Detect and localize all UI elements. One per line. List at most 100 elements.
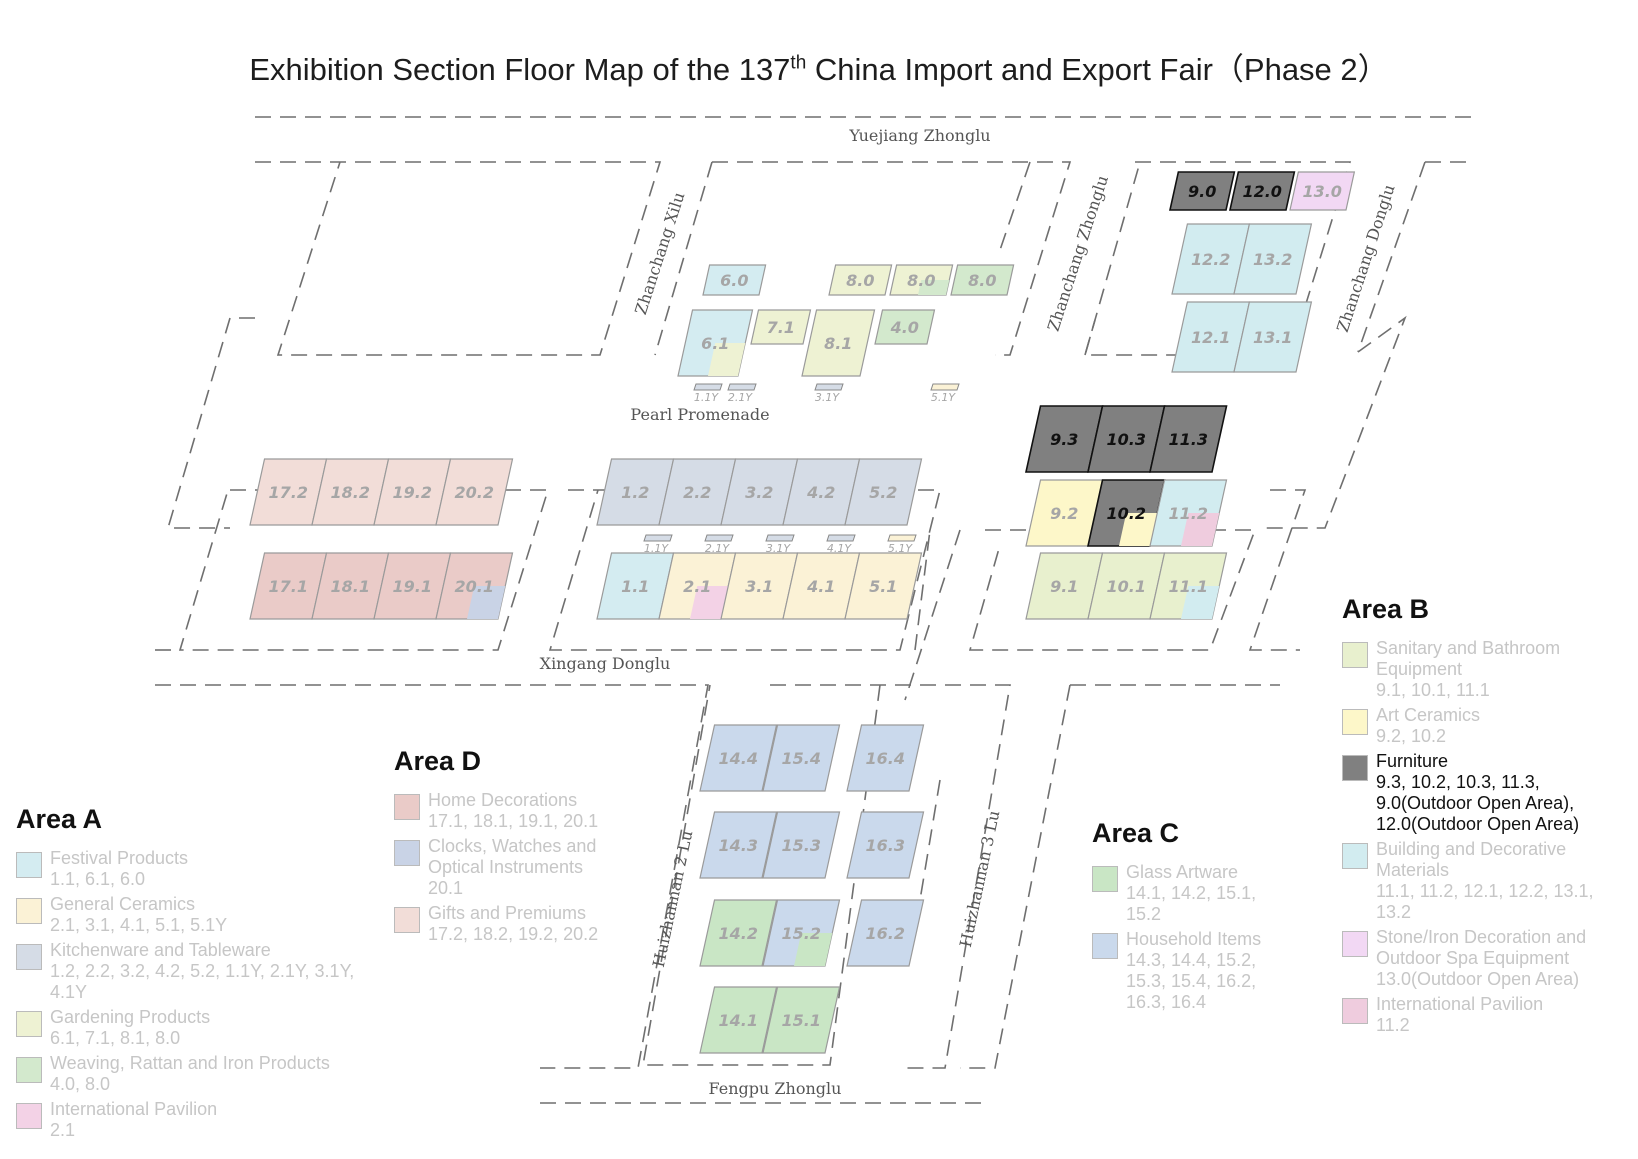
legend-category: Household Items — [1126, 929, 1262, 949]
legend-category: Home Decorations — [428, 790, 578, 810]
hall-10-1: 10.1 — [1087, 552, 1166, 620]
legend-halls: 2.1 — [50, 1120, 76, 1140]
legend-halls: Equipment — [1376, 659, 1463, 679]
hall-shape — [750, 309, 812, 345]
legend-halls: 13.0(Outdoor Open Area) — [1376, 969, 1580, 989]
legend-swatch — [394, 907, 420, 933]
legend-item: International Pavilion 2.1 — [16, 1099, 376, 1141]
legend-swatch — [16, 1011, 42, 1037]
legend-halls: 9.3, 10.2, 10.3, 11.3, — [1376, 772, 1540, 792]
hall-7-1: 7.1 — [750, 309, 812, 345]
hall-label: 16.2 — [866, 924, 905, 943]
hall-shape — [846, 811, 925, 879]
ystrip-1-1Y: 1.1Y — [693, 383, 723, 404]
legend-halls: 12.0(Outdoor Open Area) — [1376, 814, 1580, 834]
hall-split — [708, 343, 746, 376]
legend-category: International Pavilion — [50, 1099, 218, 1119]
hall-11-1: 11.1 — [1149, 552, 1228, 620]
legend-category: Festival Products — [50, 848, 189, 868]
hall-13-2: 13.2 — [1233, 223, 1313, 295]
ystrip-1-1Y: 1.1Y — [643, 534, 673, 555]
legend-swatch — [1342, 755, 1368, 781]
hall-shape — [846, 899, 925, 967]
hall-15-4: 15.4 — [762, 724, 841, 792]
hall-shape — [762, 724, 841, 792]
legend-item: Stone/Iron Decoration and Outdoor Spa Equ… — [1342, 927, 1632, 990]
hall-shape — [699, 811, 778, 879]
hall-label: 1.2 — [621, 483, 649, 502]
hall-label: 9.2 — [1050, 504, 1078, 523]
area-a-heading: Area A — [16, 804, 103, 834]
hall-label: 15.3 — [782, 836, 821, 855]
road-label-xilu: Zhanchang Xilu — [631, 190, 689, 317]
ystrip-2-1Y: 2.1Y — [727, 383, 757, 404]
legend-halls: Materials — [1376, 860, 1450, 880]
hall-shape — [950, 264, 1015, 296]
hall-label: 6.0 — [720, 271, 748, 290]
legend-halls: 20.1 — [428, 878, 464, 898]
legend-category: Kitchenware and Tableware — [50, 940, 271, 960]
legend-halls: Outdoor Spa Equipment — [1376, 948, 1570, 968]
legend-category: Building and Decorative — [1376, 839, 1567, 859]
road-label-zhonglu: Zhanchang Zhonglu — [1044, 173, 1112, 334]
hall-10-2: 10.2 — [1087, 479, 1166, 547]
legend-category: Gardening Products — [50, 1007, 211, 1027]
ystrip-3-1Y: 3.1Y — [765, 534, 795, 555]
hall-shape — [1229, 171, 1296, 211]
area-b-heading: Area B — [1342, 594, 1430, 624]
legend-swatch — [1092, 933, 1118, 959]
legend-item: Art Ceramics 9.2, 10.2 — [1342, 705, 1632, 747]
hall-17-1: 17.1 — [249, 552, 328, 620]
area-a-legend: Festival Products 1.1, 6.1, 6.0 General Ce… — [16, 848, 376, 1145]
hall-shape — [874, 309, 936, 345]
hall-shape — [762, 986, 841, 1054]
hall-9-3: 9.3 — [1025, 405, 1104, 473]
road-label-yuejiang: Yuejiang Zhonglu — [848, 126, 990, 145]
legend-swatch — [394, 794, 420, 820]
legend-halls: 15.2 — [1126, 904, 1162, 924]
legend-halls: 9.1, 10.1, 11.1 — [1376, 680, 1490, 700]
legend-category: Clocks, Watches and — [428, 836, 597, 856]
hall-14-3: 14.3 — [699, 811, 778, 879]
hall-shape — [699, 724, 778, 792]
hall-2-1: 2.1 — [658, 552, 737, 620]
hall-shape — [1149, 405, 1228, 473]
legend-swatch — [16, 1057, 42, 1083]
hall-5-1: 5.1 — [844, 552, 923, 620]
legend-item: Kitchenware and Tableware 1.2, 2.2, 3.2, … — [16, 940, 376, 1003]
hall-label: 8.1 — [824, 334, 852, 353]
legend-item: General Ceramics 2.1, 3.1, 4.1, 5.1, 5.1Y — [16, 894, 376, 936]
hall-14-4: 14.4 — [699, 724, 778, 792]
hall-20-2: 20.2 — [435, 458, 514, 526]
hall-split — [467, 586, 506, 619]
legend-category: Sanitary and Bathroom — [1376, 638, 1561, 658]
hall-shape — [1233, 301, 1313, 373]
ystrip-label: 5.1Y — [888, 542, 913, 555]
hall-8-0: 8.0 — [950, 264, 1015, 296]
hall-16-2: 16.2 — [846, 899, 925, 967]
ystrip-3-1Y: 3.1Y — [814, 383, 844, 404]
hall-label: 2.1 — [683, 577, 711, 596]
ystrip-label: 1.1Y — [644, 542, 669, 555]
hall-16-3: 16.3 — [846, 811, 925, 879]
ystrip-label: 3.1Y — [766, 542, 791, 555]
legend-item: Household Items 14.3, 14.4, 15.2, 15.3, 15… — [1092, 929, 1272, 1013]
hall-label: 20.2 — [455, 483, 494, 502]
hall-5-2: 5.2 — [844, 458, 923, 526]
hall-shape — [762, 811, 841, 879]
legend-swatch — [16, 898, 42, 924]
legend-halls: 16.3, 16.4 — [1126, 992, 1207, 1012]
legend-item: Glass Artware 14.1, 14.2, 15.1, 15.2 — [1092, 862, 1272, 925]
ystrip-label: 1.1Y — [694, 391, 719, 404]
hall-label: 16.3 — [866, 836, 905, 855]
legend-halls: 4.0, 8.0 — [50, 1074, 111, 1094]
legend-halls: 1.2, 2.2, 3.2, 4.2, 5.2, 1.1Y, 2.1Y, 3.1… — [50, 961, 355, 981]
legend-category: General Ceramics — [50, 894, 196, 914]
hall-6-1: 6.1 — [677, 309, 754, 377]
hall-15-2: 15.2 — [762, 899, 841, 967]
ystrip-label: 3.1Y — [815, 391, 840, 404]
legend-halls: Optical Instruments — [428, 857, 584, 877]
hall-label: 9.3 — [1050, 430, 1078, 449]
hall-shape — [846, 724, 925, 792]
